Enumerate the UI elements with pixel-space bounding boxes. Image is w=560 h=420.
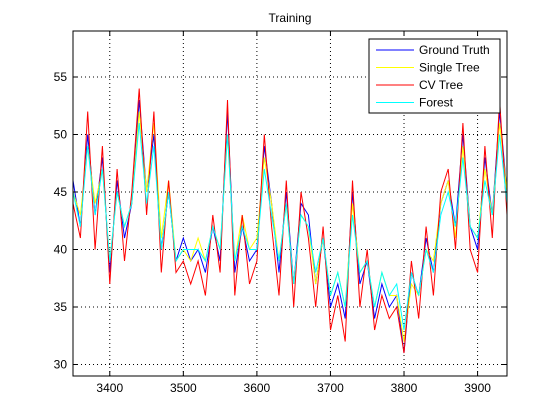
x-tick-label: 3500 <box>170 381 197 395</box>
y-tick-label: 50 <box>54 128 68 142</box>
y-tick-label: 30 <box>54 358 68 372</box>
legend-label-single-tree: Single Tree <box>419 61 480 75</box>
x-tick-label: 3800 <box>391 381 418 395</box>
y-tick-label: 55 <box>54 70 68 84</box>
x-tick-label: 3900 <box>464 381 491 395</box>
y-tick-label: 35 <box>54 300 68 314</box>
legend-label-ground-truth: Ground Truth <box>419 43 490 57</box>
x-tick-label: 3600 <box>244 381 271 395</box>
y-tick-label: 40 <box>54 243 68 257</box>
x-tick-label: 3400 <box>96 381 123 395</box>
legend: Ground Truth Single Tree CV Tree Forest <box>369 39 500 113</box>
legend-label-forest: Forest <box>419 96 454 110</box>
y-tick-label: 45 <box>54 185 68 199</box>
legend-label-cv-tree: CV Tree <box>419 78 463 92</box>
chart-title: Training <box>269 11 312 25</box>
x-tick-label: 3700 <box>317 381 344 395</box>
